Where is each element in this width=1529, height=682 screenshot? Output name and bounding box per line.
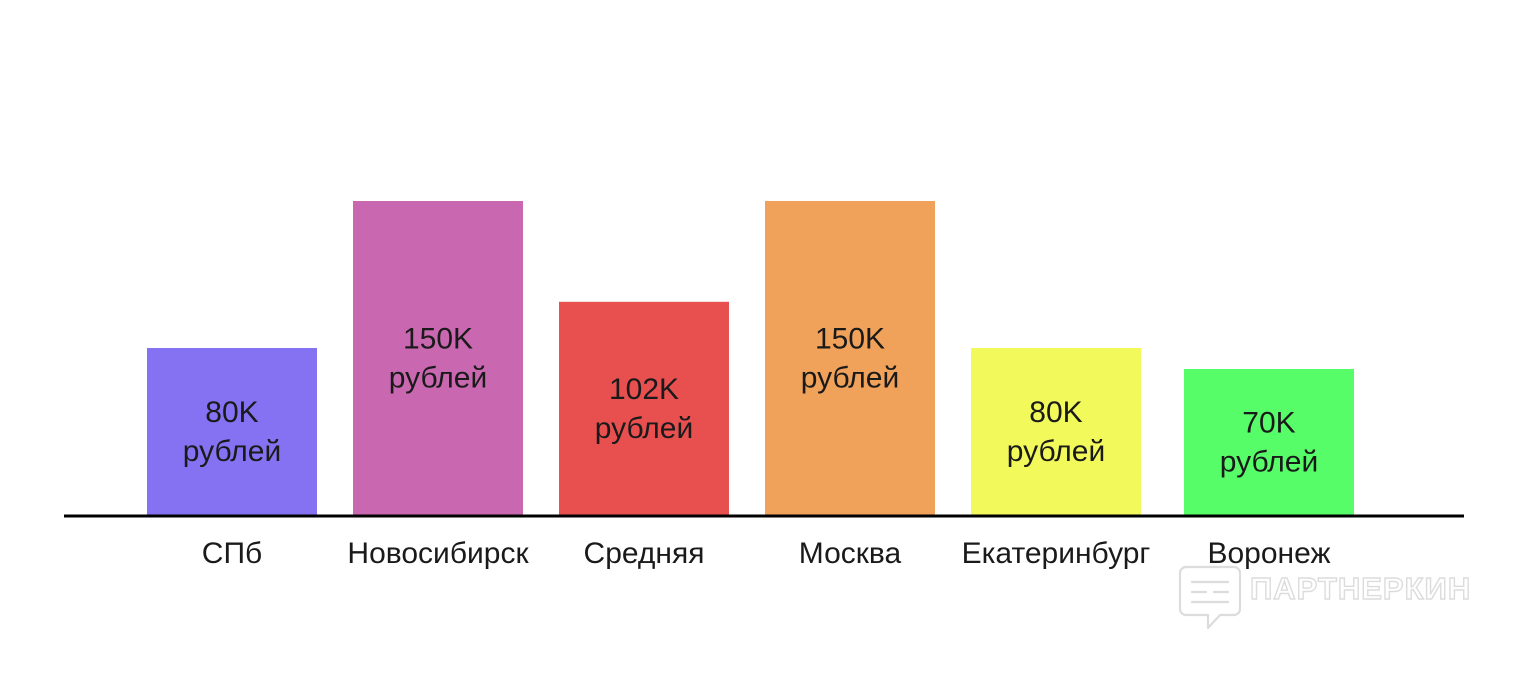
bar-unit-label: рублей bbox=[1007, 435, 1105, 468]
bar-2 bbox=[353, 201, 523, 516]
bar-3 bbox=[559, 301, 729, 516]
bar-value-label: 150K bbox=[815, 323, 885, 356]
bar-value-label: 80K bbox=[1029, 396, 1082, 429]
bar-value-label: 102K bbox=[609, 373, 679, 406]
bar-value-label: 70K bbox=[1242, 407, 1295, 440]
watermark-text: ПАРТНЕРКИН bbox=[1250, 571, 1471, 606]
bars-group: 80K рублей 150K рублей 102K рублей 150K рублей 8… bbox=[147, 201, 1354, 516]
category-label: Екатеринбург bbox=[962, 537, 1151, 570]
bar-value-label: 150K bbox=[403, 323, 473, 356]
category-labels-group: СПб Новосибирск Средняя Москва Екатеринбург В… bbox=[202, 537, 1331, 570]
bar-value-label: 80K bbox=[205, 396, 258, 429]
bar-1 bbox=[147, 348, 317, 516]
bar-unit-label: рублей bbox=[595, 412, 693, 445]
category-label: Воронеж bbox=[1207, 537, 1330, 570]
category-label: Москва bbox=[799, 537, 902, 570]
bar-unit-label: рублей bbox=[389, 362, 487, 395]
category-label: СПб bbox=[202, 537, 262, 570]
bar-unit-label: рублей bbox=[183, 435, 281, 468]
speech-bubble-logo-icon bbox=[1178, 565, 1242, 630]
category-label: Средняя bbox=[584, 537, 705, 570]
bar-unit-label: рублей bbox=[801, 362, 899, 395]
bar-4 bbox=[765, 201, 935, 516]
category-label: Новосибирск bbox=[347, 537, 529, 570]
bar-6 bbox=[1184, 369, 1354, 516]
bar-5 bbox=[971, 348, 1141, 516]
bar-unit-label: рублей bbox=[1220, 446, 1318, 479]
watermark: ПАРТНЕРКИН bbox=[1178, 565, 1471, 630]
